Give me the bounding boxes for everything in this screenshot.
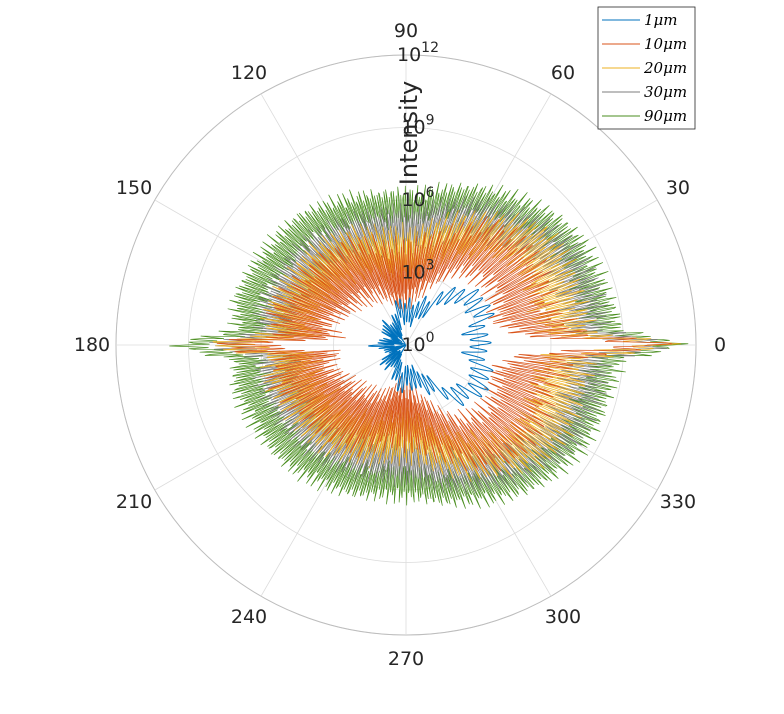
legend-label: 90μm [644, 107, 687, 125]
tick-labels: 0306090120150180210240270300330100103106… [74, 20, 726, 670]
theta-tick-label: 300 [545, 606, 581, 628]
theta-tick-label: 60 [551, 62, 575, 84]
legend-label: 20μm [643, 59, 687, 77]
theta-tick-label: 270 [388, 648, 424, 670]
legend-label: 1μm [644, 11, 678, 29]
theta-tick-label: 240 [231, 606, 267, 628]
theta-grid-line [154, 344, 407, 491]
series-line-20um [212, 209, 682, 482]
theta-tick-label: 150 [116, 177, 152, 199]
theta-tick-label: 210 [116, 491, 152, 513]
r-axis-title: Intensity [395, 81, 423, 185]
legend: 1μm 10μm 20μm 30μm 90μm [597, 6, 696, 130]
series-line-10um [216, 215, 673, 472]
legend-label: 30μm [644, 83, 687, 101]
theta-tick-label: 330 [660, 491, 696, 513]
theta-grid-line [405, 199, 658, 346]
theta-grid-line [260, 344, 407, 597]
series-layer [169, 181, 689, 509]
theta-tick-label: 180 [74, 334, 110, 356]
theta-tick-label: 90 [394, 20, 418, 42]
theta-tick-label: 0 [714, 334, 726, 356]
theta-tick-label: 30 [666, 177, 690, 199]
theta-tick-label: 120 [231, 62, 267, 84]
series-line-1um [368, 286, 495, 407]
legend-label: 10μm [644, 35, 687, 53]
